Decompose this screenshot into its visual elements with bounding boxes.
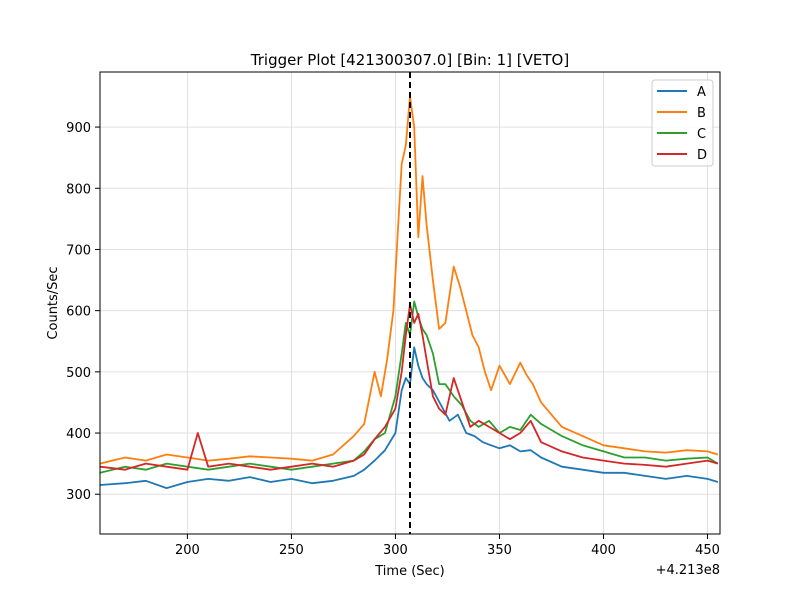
y-tick-label: 600 [66,305,91,320]
series-a-line [100,346,719,490]
x-tick-label: 350 [487,543,512,558]
series-c-line [100,300,719,474]
x-tick-label: 200 [175,543,200,558]
legend-label-c: C [697,127,706,142]
y-tick-label: 300 [66,488,91,503]
series-layer [100,95,719,490]
y-tick-label: 900 [66,121,91,136]
y-tick-label: 800 [66,182,91,197]
y-tick-label: 400 [66,427,91,442]
series-b-line [100,95,719,465]
legend-label-d: D [697,148,707,163]
x-tick-label: 300 [383,543,408,558]
y-axis-label: Counts/Sec [46,266,61,339]
x-axis-label: Time (Sec) [374,564,445,579]
plot-frame [99,71,721,535]
chart-title: Trigger Plot [421300307.0] [Bin: 1] [VET… [250,51,569,69]
y-tick-label: 500 [66,366,91,381]
x-tick-label: 450 [695,543,720,558]
legend-box [651,79,714,167]
x-axis-ticks: 200 250 300 350 400 450 [175,534,720,558]
legend-label-a: A [697,85,706,100]
x-axis-offset-label: +4.213e8 [656,563,720,578]
x-tick-label: 250 [279,543,304,558]
series-d-line [100,303,719,471]
legend-label-b: B [697,106,706,121]
x-tick-label: 400 [591,543,616,558]
y-axis-ticks: 300 400 500 600 700 800 900 [66,121,100,503]
y-tick-label: 700 [66,243,91,258]
